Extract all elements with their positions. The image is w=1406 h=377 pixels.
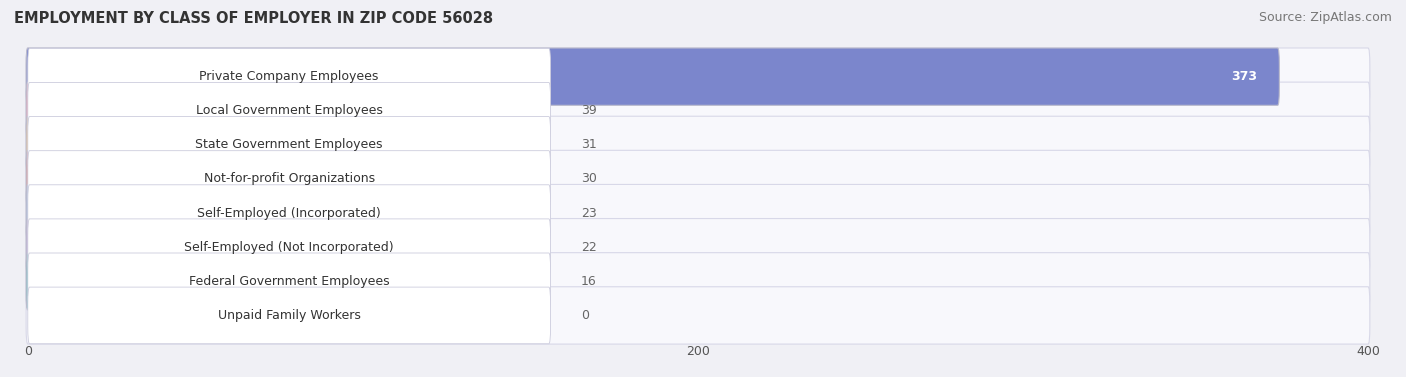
- Text: 39: 39: [581, 104, 596, 117]
- FancyBboxPatch shape: [27, 150, 129, 208]
- Text: Unpaid Family Workers: Unpaid Family Workers: [218, 309, 360, 322]
- FancyBboxPatch shape: [28, 48, 551, 105]
- FancyBboxPatch shape: [27, 287, 1369, 344]
- Text: Self-Employed (Not Incorporated): Self-Employed (Not Incorporated): [184, 241, 394, 254]
- Text: 373: 373: [1232, 70, 1257, 83]
- Text: 23: 23: [581, 207, 596, 219]
- FancyBboxPatch shape: [27, 253, 1369, 310]
- Text: 16: 16: [581, 275, 596, 288]
- FancyBboxPatch shape: [28, 253, 551, 310]
- FancyBboxPatch shape: [27, 116, 1369, 173]
- FancyBboxPatch shape: [28, 185, 551, 241]
- FancyBboxPatch shape: [28, 219, 551, 276]
- Text: 0: 0: [581, 309, 589, 322]
- Text: 30: 30: [581, 173, 596, 185]
- Text: Source: ZipAtlas.com: Source: ZipAtlas.com: [1258, 11, 1392, 24]
- FancyBboxPatch shape: [28, 151, 551, 207]
- Text: Not-for-profit Organizations: Not-for-profit Organizations: [204, 173, 375, 185]
- FancyBboxPatch shape: [27, 253, 83, 310]
- Text: EMPLOYMENT BY CLASS OF EMPLOYER IN ZIP CODE 56028: EMPLOYMENT BY CLASS OF EMPLOYER IN ZIP C…: [14, 11, 494, 26]
- Text: Private Company Employees: Private Company Employees: [200, 70, 378, 83]
- Text: State Government Employees: State Government Employees: [195, 138, 382, 152]
- FancyBboxPatch shape: [27, 219, 1369, 276]
- FancyBboxPatch shape: [27, 184, 107, 242]
- Text: 31: 31: [581, 138, 596, 152]
- Text: Self-Employed (Incorporated): Self-Employed (Incorporated): [197, 207, 381, 219]
- FancyBboxPatch shape: [27, 116, 134, 173]
- FancyBboxPatch shape: [27, 82, 1369, 139]
- FancyBboxPatch shape: [27, 48, 1279, 105]
- FancyBboxPatch shape: [27, 150, 1369, 208]
- FancyBboxPatch shape: [27, 82, 160, 139]
- FancyBboxPatch shape: [28, 83, 551, 139]
- FancyBboxPatch shape: [28, 287, 551, 344]
- FancyBboxPatch shape: [27, 48, 1369, 105]
- FancyBboxPatch shape: [27, 184, 1369, 242]
- Text: Federal Government Employees: Federal Government Employees: [188, 275, 389, 288]
- FancyBboxPatch shape: [28, 116, 551, 173]
- Text: Local Government Employees: Local Government Employees: [195, 104, 382, 117]
- Text: 22: 22: [581, 241, 596, 254]
- FancyBboxPatch shape: [27, 219, 103, 276]
